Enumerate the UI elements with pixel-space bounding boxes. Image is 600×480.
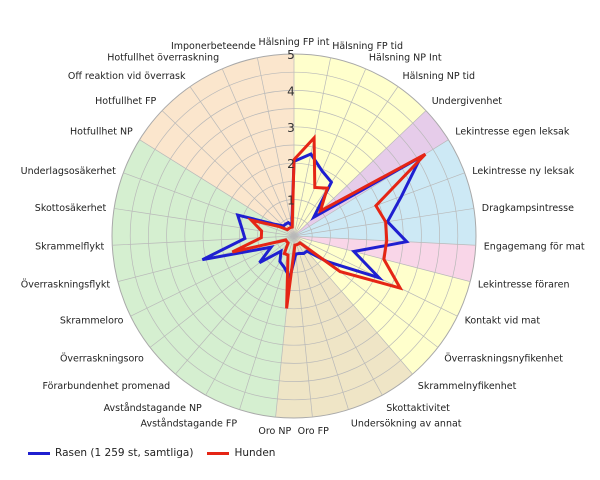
radial-tick-labels: 1 2 3 4 5 xyxy=(287,48,295,208)
category-label-hotfullhet-np: Hotfullhet NP xyxy=(70,127,133,138)
background-sector-7 xyxy=(139,54,294,236)
grid-spoke xyxy=(189,86,295,237)
grid-spoke xyxy=(293,57,331,237)
grid-spoke xyxy=(112,235,295,246)
grid-spoke xyxy=(239,235,295,410)
grid-spoke xyxy=(221,68,295,237)
grid-spoke xyxy=(293,235,471,282)
grid-spoke xyxy=(257,57,295,237)
category-label-skottaktivitet: Skottaktivitet xyxy=(386,403,450,414)
category-label-undersokning-av-annat: Undersökning av annat xyxy=(351,418,462,429)
grid-spoke xyxy=(123,172,295,237)
grid-spoke xyxy=(293,235,313,418)
category-label-skrammelflykt: Skrammelflykt xyxy=(35,242,104,253)
legend-item-breed: Rasen (1 259 st, samtliga) xyxy=(28,447,193,459)
category-label-halsning-fp-tid: Hälsning FP tid xyxy=(332,41,403,52)
category-label-off-reaktion-vid-overrask: Off reaktion vid överrask xyxy=(68,71,186,82)
legend-item-dog: Hunden xyxy=(207,447,275,459)
category-label-hotfullhet-overraskning: Hotfullhet överraskning xyxy=(107,52,219,63)
radial-tick-label: 5 xyxy=(287,48,295,62)
category-label-halsning-fp-int: Hälsning FP int xyxy=(259,37,330,48)
legend-swatch-breed xyxy=(28,451,50,455)
background-sector-5 xyxy=(275,236,413,418)
radial-tick-label: 2 xyxy=(287,157,295,171)
category-label-halsning-np-tid: Hälsning NP tid xyxy=(403,71,476,82)
legend-label-dog: Hunden xyxy=(234,447,276,459)
category-label-forarbundenhet-promenad: Förarbundenhet promenad xyxy=(43,381,171,392)
category-label-skottosakerhet: Skottosäkerhet xyxy=(35,203,107,214)
series-line-dog xyxy=(231,134,427,309)
grid-spoke xyxy=(293,235,349,410)
grid-spoke xyxy=(293,235,476,246)
grid-spoke xyxy=(293,235,383,396)
radial-tick-label: 4 xyxy=(287,84,295,98)
grid-spoke xyxy=(139,139,295,237)
category-label-hotfullhet-fp: Hotfullhet FP xyxy=(95,96,156,107)
category-label-engagemang-for-mat: Engagemang för mat xyxy=(484,242,585,253)
category-label-undergivenhet: Undergivenhet xyxy=(432,96,503,107)
category-label-kontakt-vid-mat: Kontakt vid mat xyxy=(465,316,541,327)
grid-spoke xyxy=(114,208,295,237)
grid-spoke xyxy=(175,235,295,375)
grid-spoke xyxy=(149,235,295,348)
category-label-lekintresse-ny-leksak: Lekintresse ny leksak xyxy=(472,166,575,177)
category-label-lekintresse-foraren: Lekintresse föraren xyxy=(478,280,570,291)
grid-spoke xyxy=(293,68,367,237)
category-label-overraskningsflykt: Överraskningsflykt xyxy=(21,280,111,291)
grid-spoke xyxy=(161,110,295,237)
grid-spoke xyxy=(293,86,399,237)
legend-label-breed: Rasen (1 259 st, samtliga) xyxy=(55,447,194,459)
chart-legend: Rasen (1 259 st, samtliga) Hunden xyxy=(28,444,289,462)
category-label-dragkampsintresse: Dragkampsintresse xyxy=(482,203,574,214)
category-label-imponerbeteende: Imponerbeteende xyxy=(171,41,256,52)
series-lines xyxy=(201,134,427,309)
category-label-oro-np: Oro NP xyxy=(258,426,291,437)
category-label-lekintresse-egen-leksak: Lekintresse egen leksak xyxy=(455,127,570,138)
category-label-oro-fp: Oro FP xyxy=(298,426,329,437)
grid-spoke xyxy=(293,208,474,237)
category-label-underlagsosakerhet: Underlagsosäkerhet xyxy=(21,166,116,177)
grid-spoke xyxy=(293,172,465,237)
category-label-halsning-np-int: Hälsning NP Int xyxy=(369,52,442,63)
radial-tick-label: 3 xyxy=(287,121,295,135)
background-sector-6 xyxy=(111,139,294,418)
category-label-skrammelnyfikenhet: Skrammelnyfikenhet xyxy=(418,381,517,392)
category-label-avstandstagande-np: Avståndstagande NP xyxy=(104,403,202,414)
category-label-overraskningsnyfikenhet: Överraskningsnyfikenhet xyxy=(444,353,563,364)
grid-spoke xyxy=(293,235,413,375)
radar-grid xyxy=(111,53,477,419)
legend-swatch-dog xyxy=(207,451,230,455)
radial-tick-label: 1 xyxy=(287,194,295,208)
category-label-skrammeloro: Skrammeloro xyxy=(60,316,124,327)
category-label-overraskningsoro: Överraskningsoro xyxy=(60,353,144,364)
category-label-avstandstagande-fp: Avståndstagande FP xyxy=(141,418,238,429)
